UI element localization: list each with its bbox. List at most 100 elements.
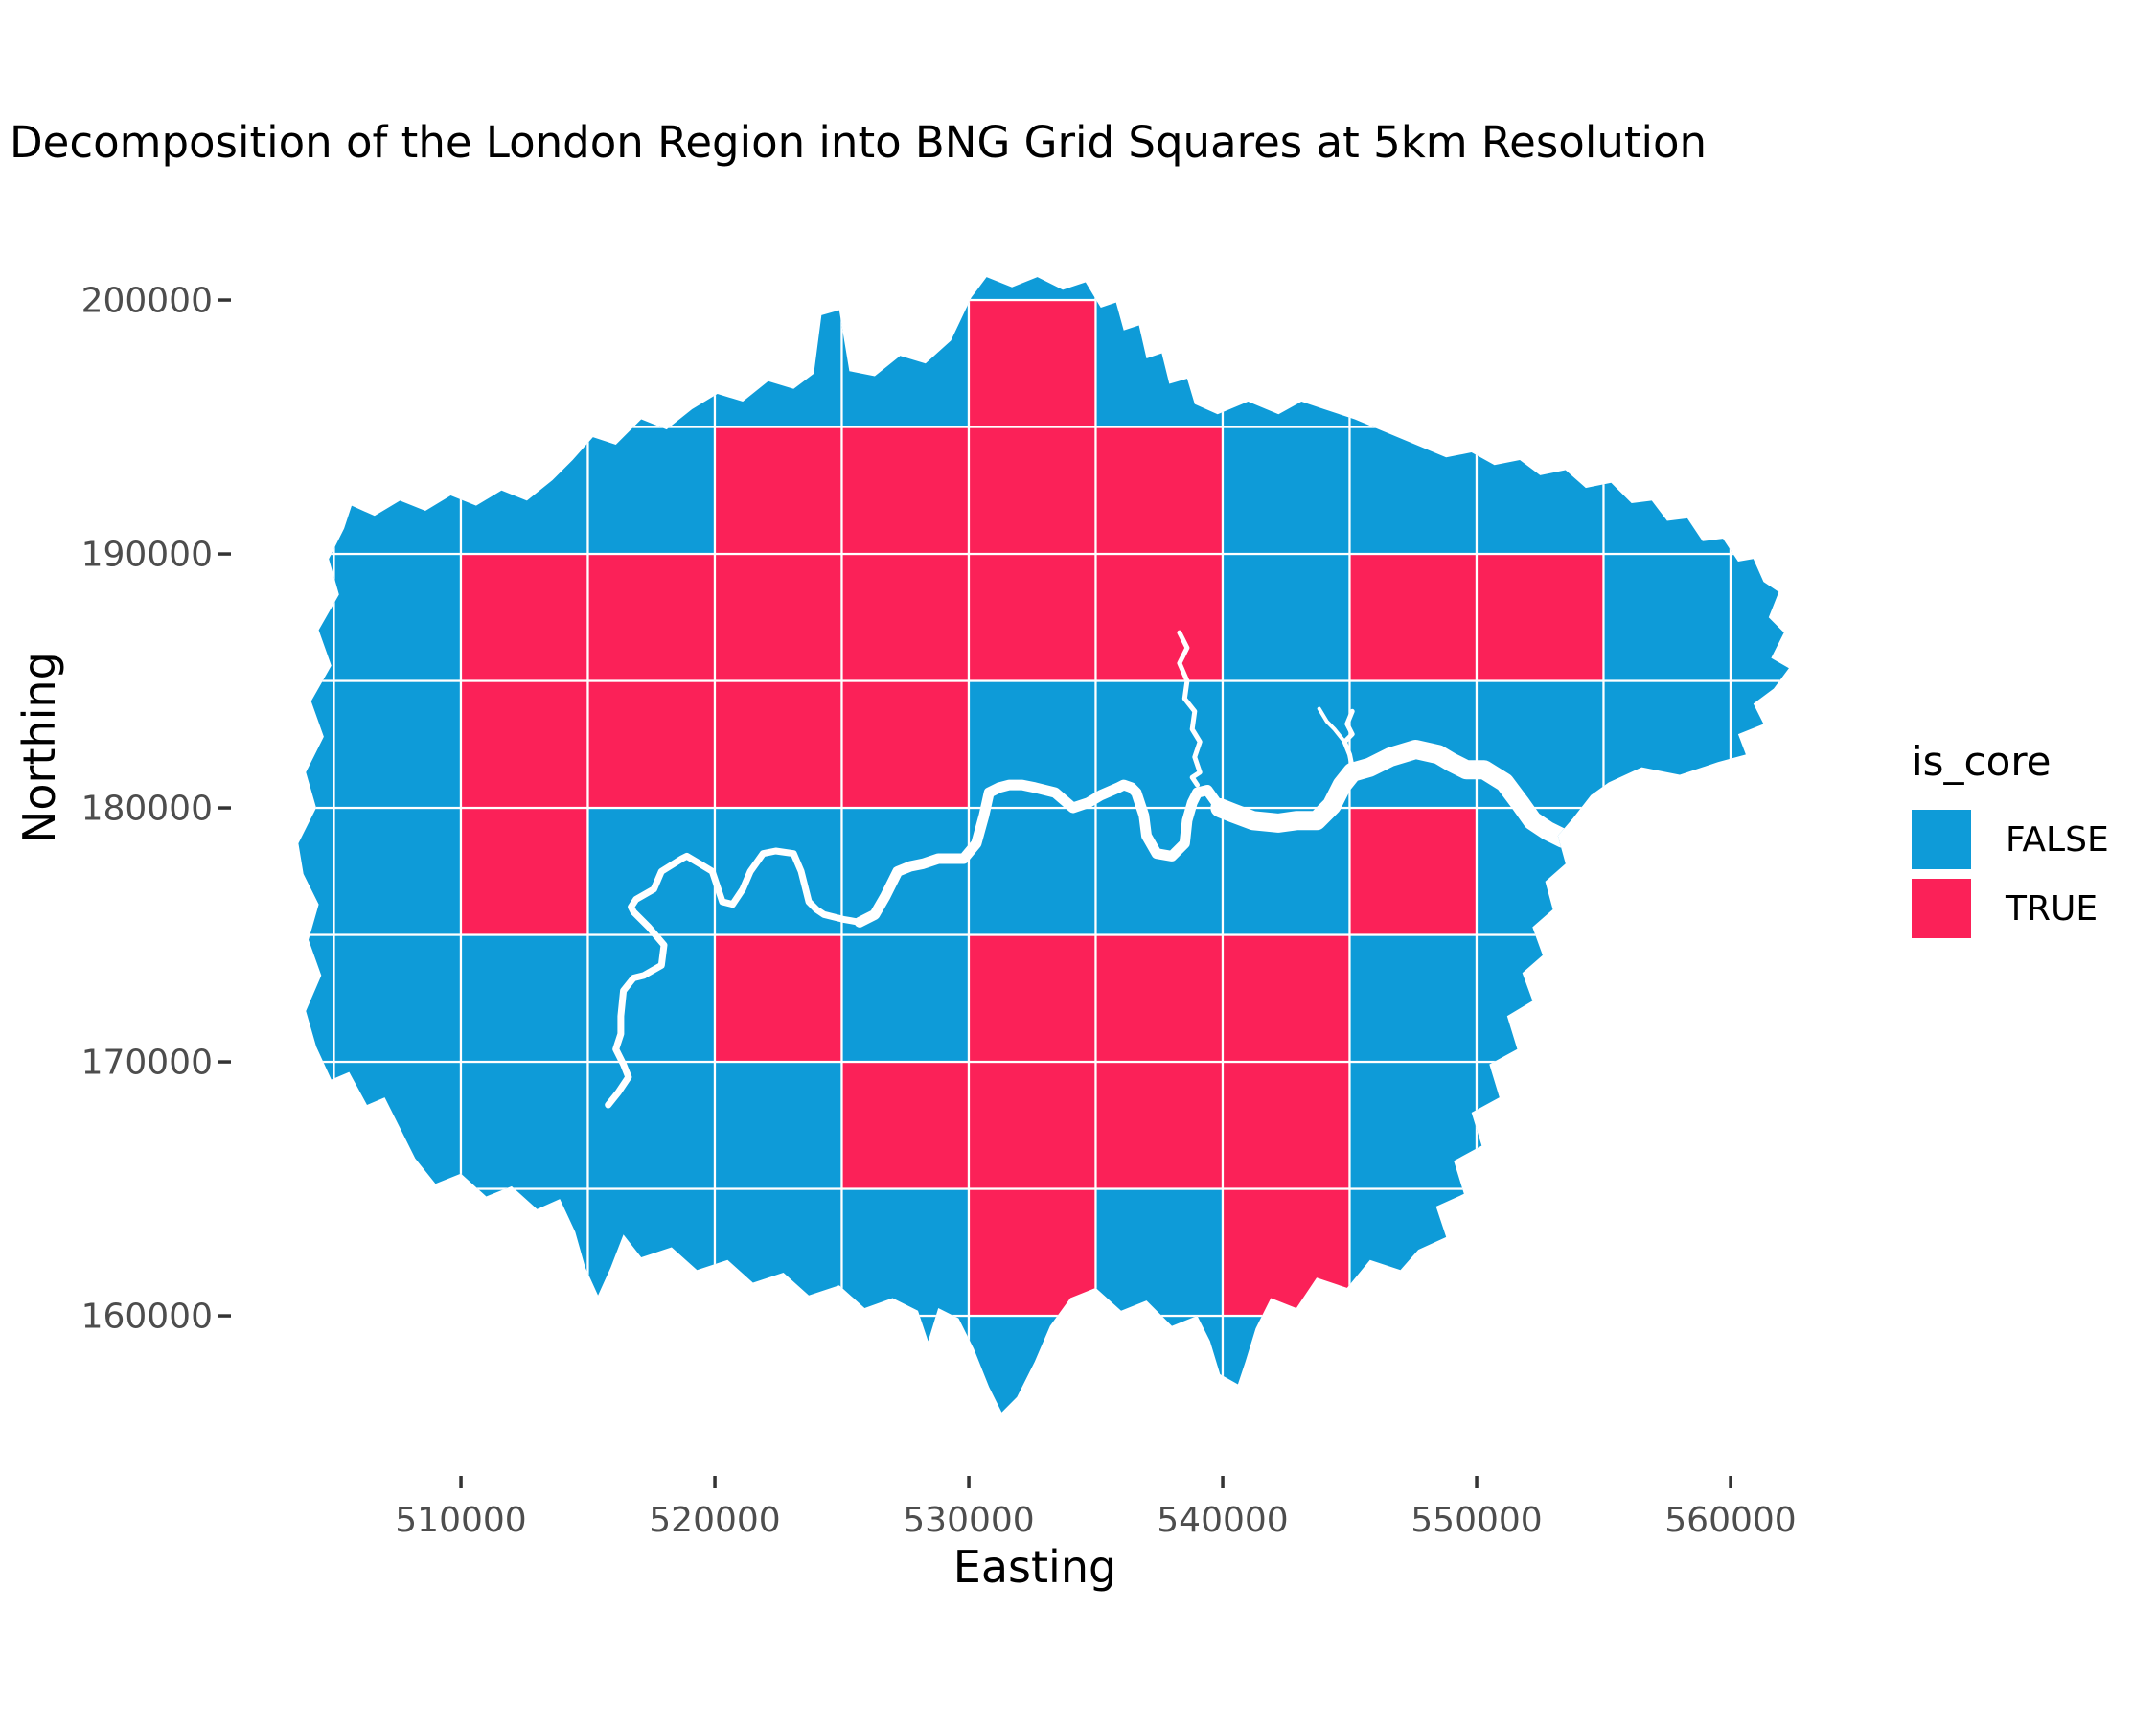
grid-cell-510-200-false <box>459 277 589 302</box>
grid-cell-530-200-false <box>967 277 1097 302</box>
y-tick-mark <box>218 1060 231 1064</box>
grid-cell-500-170-false <box>298 933 335 1064</box>
x-tick-mark <box>459 1476 463 1488</box>
region-clip-group <box>298 277 1789 1413</box>
grid-cell-510-180-true <box>459 679 589 810</box>
grid-cell-525-190-true <box>840 426 971 556</box>
grid-cell-560-170-false <box>1729 933 1789 1064</box>
grid-cell-510-185-true <box>459 552 589 682</box>
grid-cell-555-185-false <box>1602 552 1732 682</box>
grid-cell-560-185-false <box>1729 552 1789 682</box>
grid-cell-560-195-false <box>1729 298 1789 428</box>
grid-cell-525-200-false <box>840 277 971 302</box>
grid-cell-540-180-false <box>1221 679 1351 810</box>
grid-cell-505-170-false <box>333 933 463 1064</box>
grid-cell-535-175-false <box>1094 806 1225 936</box>
grid-cell-505-160-false <box>333 1187 463 1318</box>
grid-cell-535-160-false <box>1094 1187 1225 1318</box>
grid-cell-530-190-true <box>967 426 1097 556</box>
grid-cell-545-195-false <box>1348 298 1479 428</box>
grid-cell-520-165-false <box>713 1060 843 1190</box>
grid-cell-540-200-false <box>1221 277 1351 302</box>
grid-cell-535-190-true <box>1094 426 1225 556</box>
x-tick-mark <box>1475 1476 1479 1488</box>
grid-cell-500-195-false <box>298 298 335 428</box>
grid-cell-510-165-false <box>459 1060 589 1190</box>
grid-cell-520-180-true <box>713 679 843 810</box>
x-tick-mark <box>967 1476 971 1488</box>
x-tick-mark <box>713 1476 717 1488</box>
grid-cell-555-175-false <box>1602 806 1732 936</box>
grid-cell-560-165-false <box>1729 1060 1789 1190</box>
grid-cell-535-200-false <box>1094 277 1225 302</box>
grid-cell-515-170-false <box>586 933 717 1064</box>
grid-cell-515-165-false <box>586 1060 717 1190</box>
grid-cell-525-180-true <box>840 679 971 810</box>
y-tick-label: 170000 <box>81 1044 213 1083</box>
grid-cell-515-175-false <box>586 806 717 936</box>
grid-cell-510-190-false <box>459 426 589 556</box>
grid-cell-550-160-false <box>1475 1187 1605 1318</box>
grid-cell-510-175-true <box>459 806 589 936</box>
legend-title: is_core <box>1912 738 2052 785</box>
y-tick-mark <box>218 1314 231 1318</box>
river-roding <box>1342 708 1355 770</box>
y-tick-mark <box>218 552 231 556</box>
grid-cell-560-175-false <box>1729 806 1789 936</box>
grid-cell-500-190-false <box>298 426 335 556</box>
grid-cell-530-170-true <box>967 933 1097 1064</box>
grid-cell-540-155-false <box>1221 1314 1351 1413</box>
x-tick-label: 550000 <box>1411 1501 1542 1540</box>
x-tick-label: 510000 <box>395 1501 526 1540</box>
thames-upper <box>605 847 863 1109</box>
y-tick-mark <box>218 806 231 810</box>
grid-cell-555-170-false <box>1602 933 1732 1064</box>
river-lea <box>1177 630 1203 788</box>
grid-cell-535-155-false <box>1094 1314 1225 1413</box>
roding-branch <box>1317 706 1347 745</box>
grid-cell-530-155-false <box>967 1314 1097 1413</box>
grid-cell-560-160-false <box>1729 1187 1789 1318</box>
grid-cell-545-190-false <box>1348 426 1479 556</box>
grid-cell-525-185-true <box>840 552 971 682</box>
legend-entry-true: TRUE <box>1912 879 2109 938</box>
grid-cell-520-195-false <box>713 298 843 428</box>
grid-cell-520-190-true <box>713 426 843 556</box>
thames-middle <box>854 779 1226 928</box>
grid-cell-505-155-false <box>333 1314 463 1413</box>
grid-cell-515-185-true <box>586 552 717 682</box>
grid-cell-515-200-false <box>586 277 717 302</box>
y-tick-label: 180000 <box>81 790 213 829</box>
grid-cell-550-195-false <box>1475 298 1605 428</box>
chart-title: Decomposition of the London Region into … <box>10 117 1708 168</box>
grid-cell-555-165-false <box>1602 1060 1732 1190</box>
x-tick-mark <box>1221 1476 1225 1488</box>
grid-cell-510-195-false <box>459 298 589 428</box>
legend-label: TRUE <box>2006 888 2099 929</box>
grid-cell-555-195-false <box>1602 298 1732 428</box>
grid-cell-500-180-false <box>298 679 335 810</box>
thames-lower <box>1210 740 1588 854</box>
grid-cell-500-155-false <box>298 1314 335 1413</box>
grid-cell-560-190-false <box>1729 426 1789 556</box>
grid-cell-540-190-false <box>1221 426 1351 556</box>
grid-cell-500-160-false <box>298 1187 335 1318</box>
grid-cell-510-160-false <box>459 1187 589 1318</box>
grid-cell-510-155-false <box>459 1314 589 1413</box>
legend-entry-false: FALSE <box>1912 810 2109 869</box>
grid-cell-525-195-false <box>840 298 971 428</box>
grid-cell-520-170-true <box>713 933 843 1064</box>
grid-cell-545-175-true <box>1348 806 1479 936</box>
grid-cell-505-180-false <box>333 679 463 810</box>
grid-cell-550-190-false <box>1475 426 1605 556</box>
grid-cell-505-200-false <box>333 277 463 302</box>
x-tick-label: 540000 <box>1157 1501 1288 1540</box>
grid-cell-560-200-false <box>1729 277 1789 302</box>
y-tick-mark <box>218 298 231 302</box>
grid-cell-550-180-false <box>1475 679 1605 810</box>
grid-cell-540-185-false <box>1221 552 1351 682</box>
grid-cell-560-155-false <box>1729 1314 1789 1413</box>
grid-cell-505-165-false <box>333 1060 463 1190</box>
grid-cell-540-165-true <box>1221 1060 1351 1190</box>
